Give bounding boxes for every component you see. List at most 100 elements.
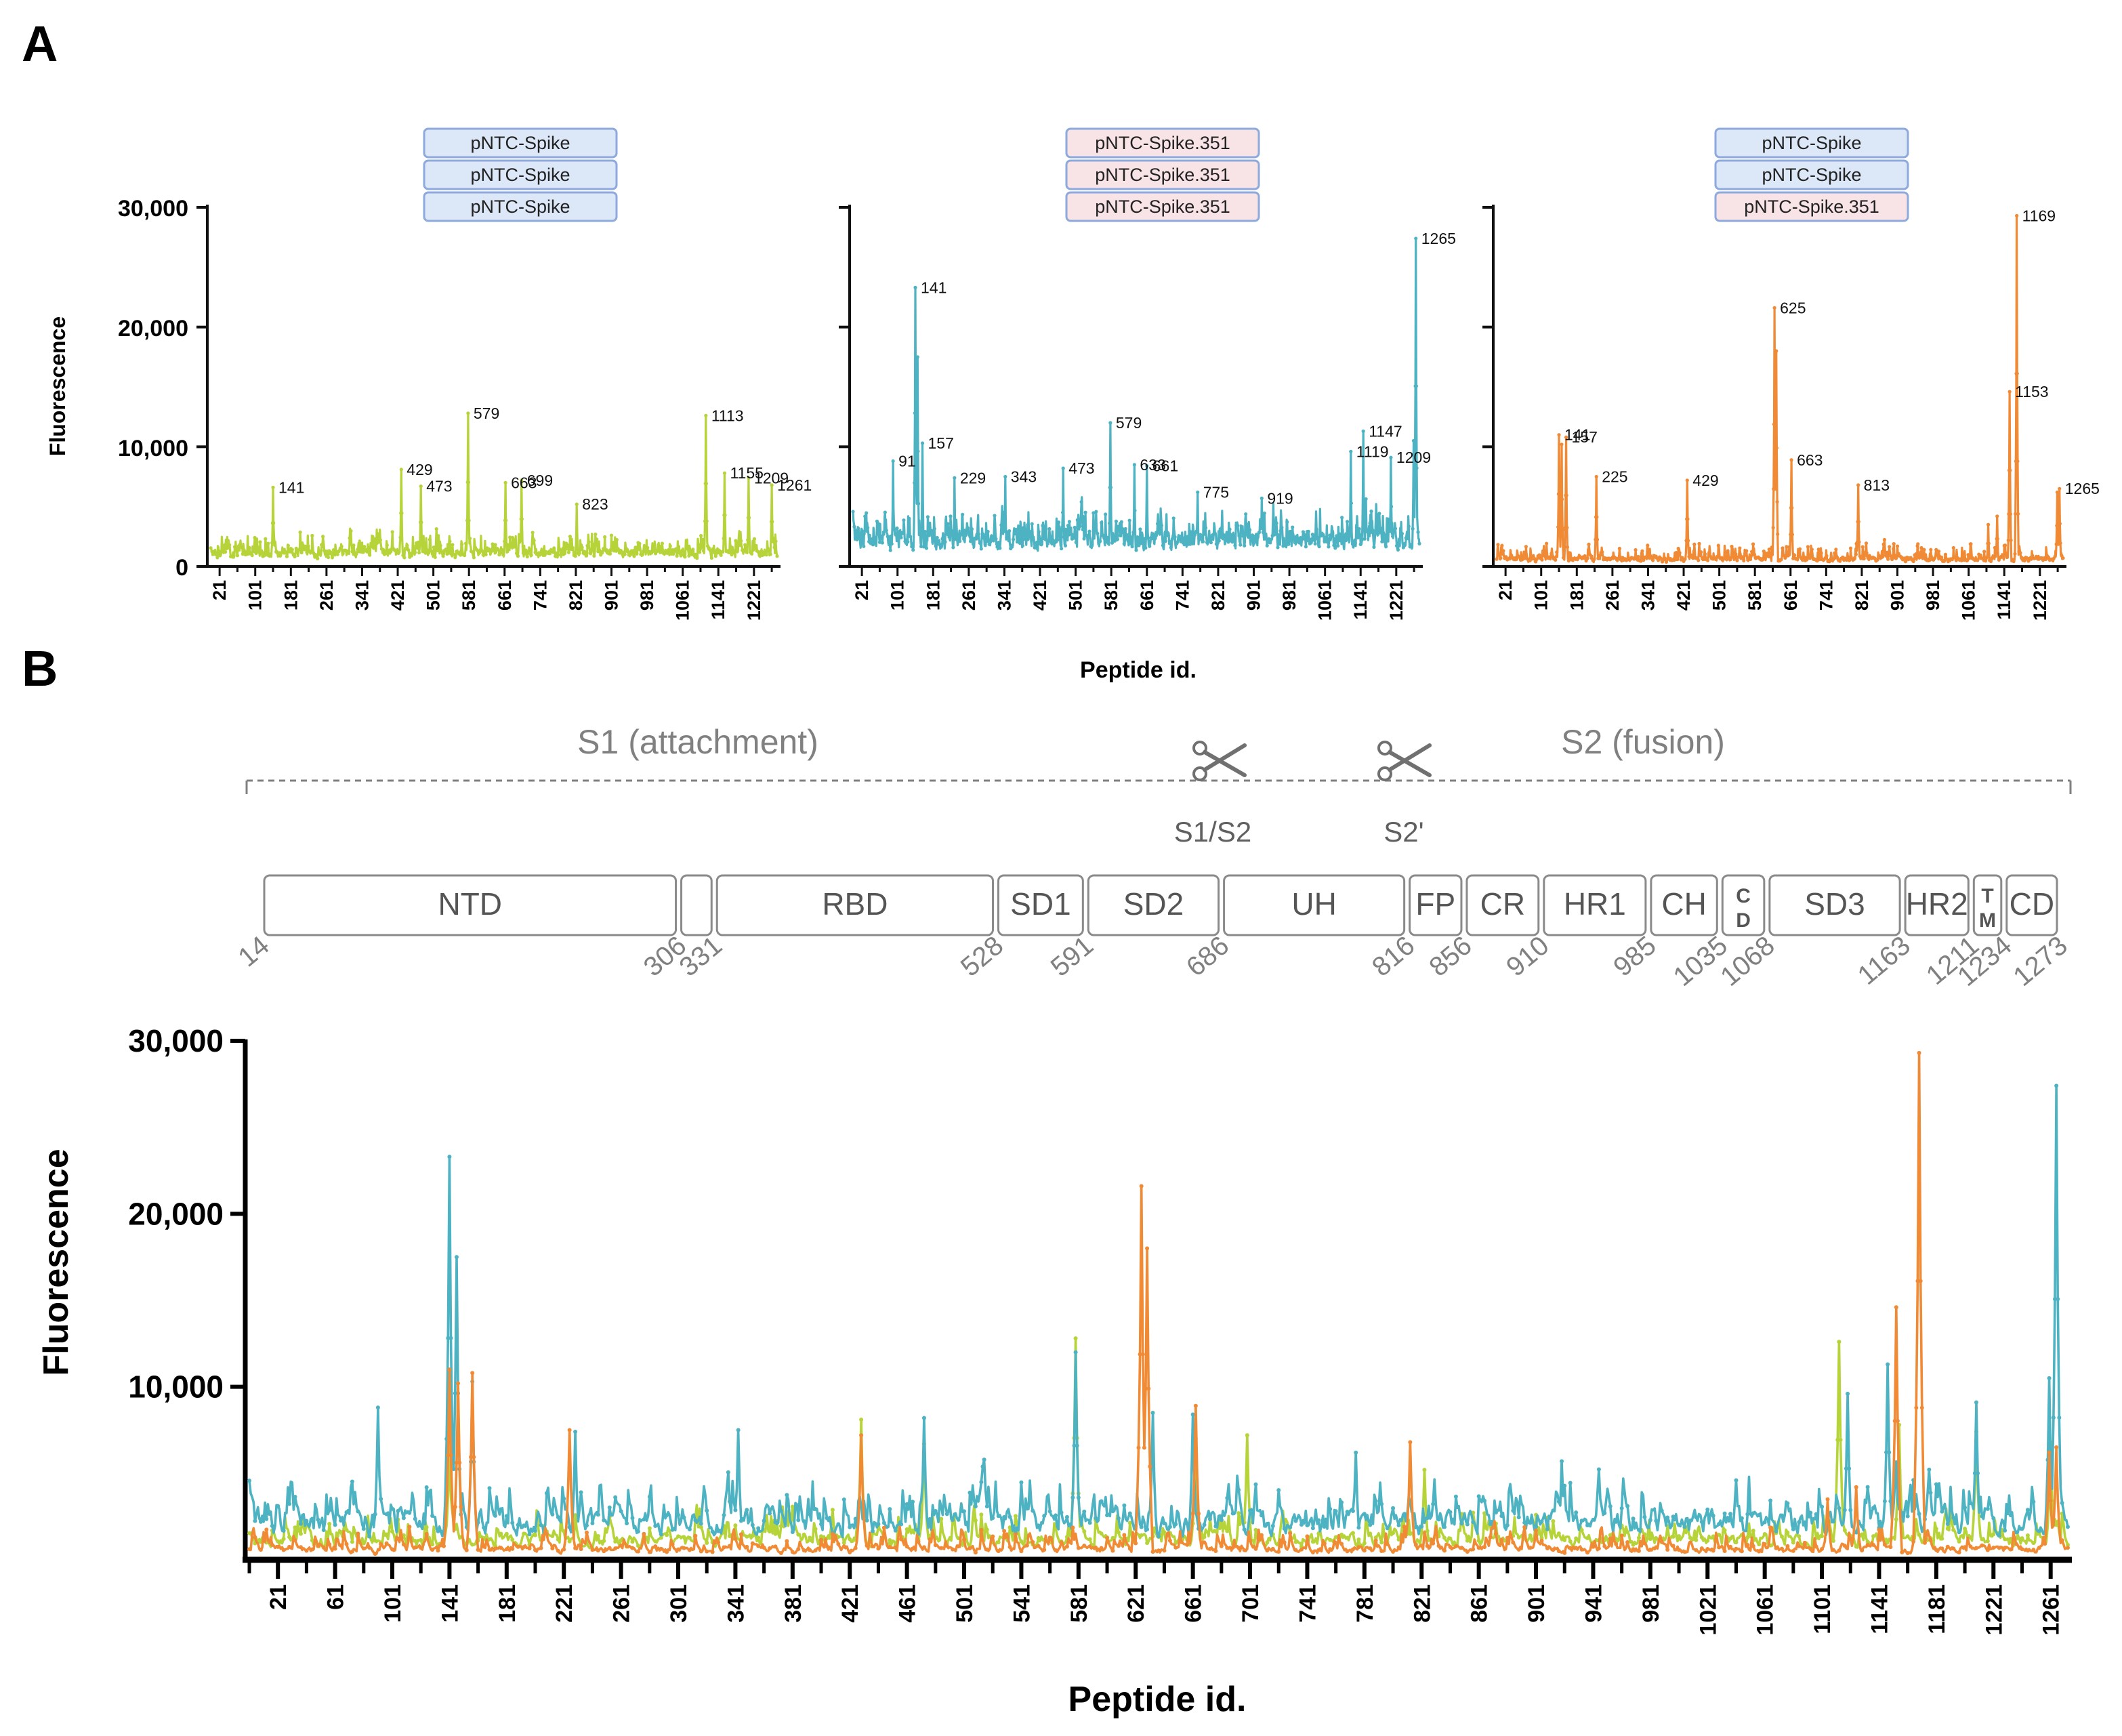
data-point [1409,544,1413,548]
data-point [271,485,275,490]
data-point [699,1525,703,1529]
data-point [428,537,432,541]
data-point [1783,556,1787,560]
data-point [899,535,903,539]
data-point [1654,1518,1659,1523]
data-point [1496,543,1500,547]
data-point [993,514,997,518]
data-point [1376,532,1380,536]
data-point [1966,553,1970,557]
spike-domain-map: S1 (attachment) S2 (fusion) S1/S2 S2' NT… [232,723,2073,992]
data-point [1682,1550,1687,1554]
data-point [884,529,888,533]
data-point [1129,541,1133,546]
data-point [1568,1539,1573,1544]
data-point [2043,558,2047,562]
data-point [1276,1488,1281,1493]
data-point [653,1544,658,1549]
data-point [1745,1542,1750,1547]
data-point [1974,1546,1978,1550]
data-point [1391,1550,1396,1554]
data-point [865,1518,869,1523]
data-point [1482,1545,1487,1550]
data-point [1565,545,1570,549]
data-point [1157,1534,1161,1539]
data-point [1190,1511,1195,1516]
data-point [1345,1549,1350,1554]
data-point [209,546,213,550]
data-point [732,550,736,554]
data-point [449,1453,453,1458]
data-point [943,540,947,544]
data-point [1779,1546,1784,1551]
data-point [1034,541,1038,545]
data-point [1790,533,1795,537]
data-point [1159,523,1164,528]
data-point [1259,1513,1264,1518]
data-point [1220,526,1224,530]
data-point [1825,1497,1830,1502]
data-point [470,1542,475,1547]
data-point [334,550,338,554]
data-point [1697,558,1701,562]
data-point [1323,539,1327,543]
data-point [895,526,899,531]
data-point [1818,557,1822,562]
data-point [399,468,403,472]
data-point [1991,1546,1996,1550]
data-point [1894,1460,1898,1465]
data-point [396,1536,400,1541]
peak-label: 579 [474,405,499,422]
data-point [304,1548,309,1553]
data-point [1253,1527,1258,1532]
data-point [522,1545,526,1550]
data-point [1309,537,1313,541]
data-point [1178,535,1182,539]
x-tick-label: 661 [495,580,515,611]
data-point [510,1521,515,1525]
data-point [467,536,472,541]
data-point [1354,1450,1358,1455]
data-point [1834,547,1838,552]
data-point [1989,559,1993,564]
data-point [1545,541,1549,545]
data-point [504,1547,509,1552]
data-point [1517,555,1522,559]
data-point [1497,553,1501,557]
data-point [946,522,950,526]
data-point [1162,1548,1167,1553]
data-point [476,1548,480,1552]
data-point [1986,541,1991,545]
data-point [304,1518,309,1523]
data-point [262,551,266,555]
data-point [349,529,353,533]
data-point [1774,1546,1778,1550]
peak-label: 663 [1797,451,1823,469]
data-point [1273,532,1277,536]
data-point [1155,522,1160,526]
peak-label: 661 [1152,457,1178,475]
data-point [2025,1548,2030,1553]
data-point [745,1508,749,1512]
data-point [1375,518,1379,522]
data-point [516,1544,520,1549]
data-point [1852,556,1857,560]
data-point [533,1548,538,1552]
boundary-label: 528 [955,930,1009,983]
data-point [1313,541,1317,546]
data-point [339,1518,344,1523]
x-tick-label: 421 [1673,580,1694,611]
data-point [573,1513,578,1518]
data-point [424,1485,429,1489]
data-point [665,1533,669,1537]
data-point [859,541,863,545]
data-point [1305,1523,1310,1528]
data-point [454,1460,459,1465]
data-point [1722,557,1726,561]
data-point [356,1509,360,1514]
data-point [1808,1510,1813,1515]
data-point [871,543,875,547]
data-point [1230,540,1234,544]
data-point [716,1529,721,1533]
data-point [735,545,739,550]
